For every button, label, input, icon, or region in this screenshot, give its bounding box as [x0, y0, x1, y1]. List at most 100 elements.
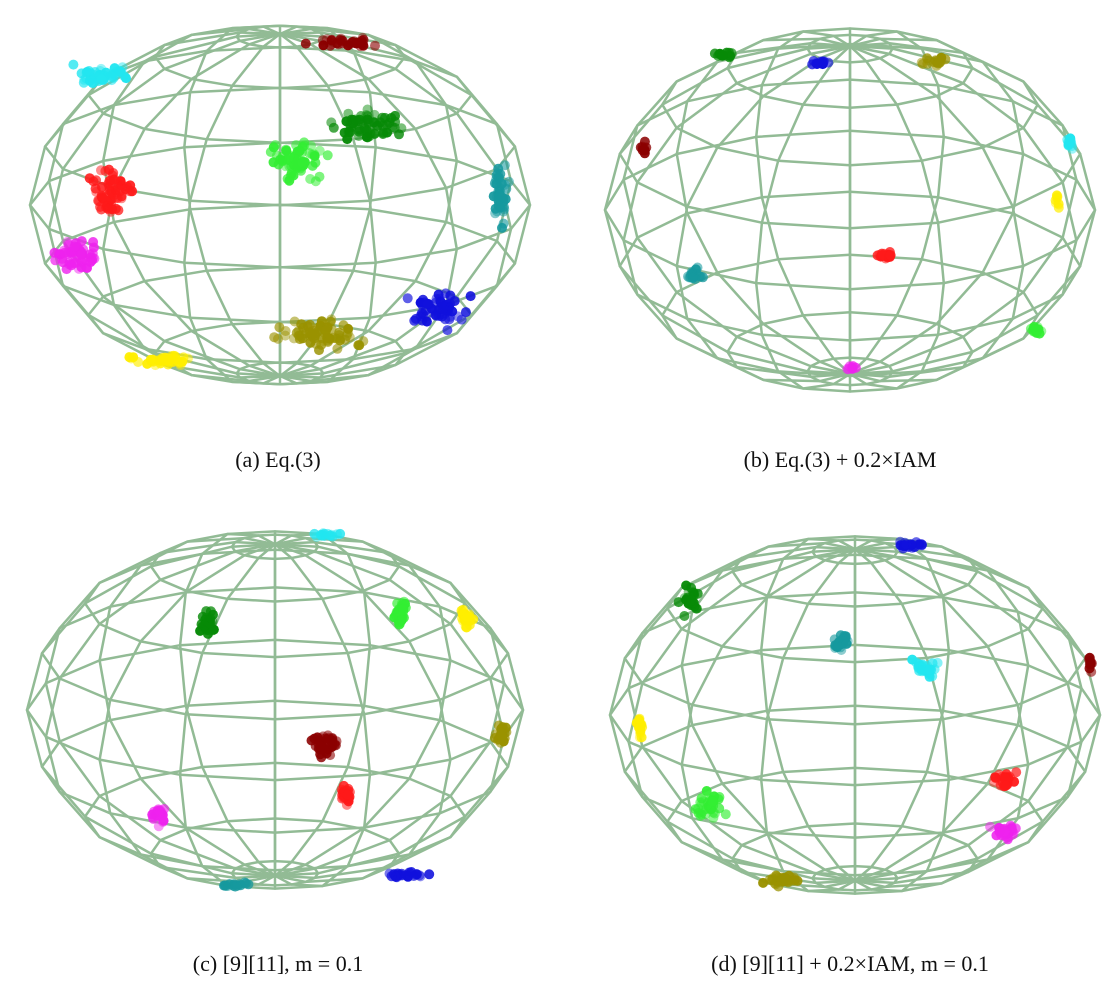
point: [66, 260, 77, 271]
wire-meridian: [98, 536, 276, 877]
wire-meridian: [759, 537, 856, 882]
point: [326, 314, 337, 325]
wire-meridian: [98, 543, 276, 884]
wire-meridian: [854, 548, 951, 893]
point: [358, 336, 369, 347]
point: [789, 874, 800, 885]
point: [985, 821, 996, 832]
wire-meridian: [101, 27, 281, 378]
wire-meridian: [44, 540, 276, 878]
wire-meridian: [854, 537, 951, 882]
point: [924, 664, 935, 675]
point: [69, 241, 80, 252]
point: [96, 74, 107, 85]
point: [274, 322, 285, 333]
point: [91, 175, 102, 186]
point: [901, 539, 912, 550]
point: [444, 314, 455, 325]
wire-meridian: [603, 44, 851, 376]
point: [108, 168, 119, 178]
point: [306, 140, 316, 151]
point: [76, 256, 87, 267]
point: [157, 352, 168, 363]
point: [220, 880, 230, 891]
caption: (c) [9][11], m = 0.1: [193, 951, 363, 976]
wire-meridian: [178, 532, 276, 877]
point: [1001, 780, 1012, 791]
point: [773, 881, 784, 892]
point: [701, 786, 712, 796]
point: [62, 236, 73, 247]
point: [78, 77, 89, 88]
point: [461, 622, 472, 633]
wire-meridian: [854, 547, 1083, 885]
point: [634, 713, 645, 724]
point: [321, 325, 331, 336]
point: [297, 157, 308, 168]
point: [158, 816, 168, 827]
point: [96, 63, 107, 74]
point: [691, 603, 702, 614]
point: [673, 597, 684, 608]
point: [344, 332, 355, 343]
point: [110, 203, 121, 214]
point: [496, 730, 507, 741]
point: [637, 141, 648, 152]
point: [990, 773, 1001, 784]
clusters: [49, 32, 1097, 892]
point: [335, 528, 346, 539]
point: [681, 580, 692, 591]
point: [637, 722, 648, 733]
point: [325, 40, 336, 51]
point: [688, 587, 699, 598]
point: [341, 116, 352, 127]
spheres: [25, 24, 1102, 895]
point: [337, 38, 348, 49]
wire-meridian: [854, 545, 1083, 883]
point: [317, 35, 328, 46]
point: [410, 313, 421, 324]
point: [362, 104, 373, 115]
point: [314, 145, 325, 156]
point: [199, 620, 210, 631]
point: [369, 109, 380, 120]
point: [460, 307, 471, 318]
point: [433, 310, 444, 321]
point: [720, 809, 731, 820]
wire-meridian: [854, 548, 1030, 889]
wire-meridian: [675, 37, 851, 376]
wire-meridian: [183, 33, 281, 385]
point: [353, 131, 364, 141]
point: [687, 272, 698, 283]
wire-meridian: [608, 547, 856, 883]
wire-meridian: [44, 542, 276, 880]
point: [320, 733, 331, 744]
wire-meridian: [274, 540, 506, 878]
point: [1053, 199, 1064, 210]
point: [121, 73, 131, 84]
point: [338, 320, 349, 331]
wire-meridian: [101, 32, 281, 383]
wire-meridian: [849, 45, 946, 390]
point: [916, 539, 927, 549]
point: [311, 531, 322, 542]
point: [350, 114, 361, 125]
point: [463, 612, 474, 622]
point: [361, 125, 372, 136]
point: [424, 869, 435, 880]
point: [103, 203, 113, 214]
point: [465, 291, 476, 302]
point: [84, 249, 95, 260]
point: [177, 356, 188, 367]
point: [994, 826, 1005, 837]
wire-meridian: [183, 25, 281, 377]
wire-meridian: [25, 542, 276, 878]
point: [850, 362, 861, 373]
point: [698, 796, 709, 807]
point: [326, 117, 337, 128]
point: [85, 257, 96, 268]
point: [693, 808, 704, 818]
point: [325, 530, 336, 541]
point: [322, 528, 333, 539]
point: [304, 327, 315, 338]
